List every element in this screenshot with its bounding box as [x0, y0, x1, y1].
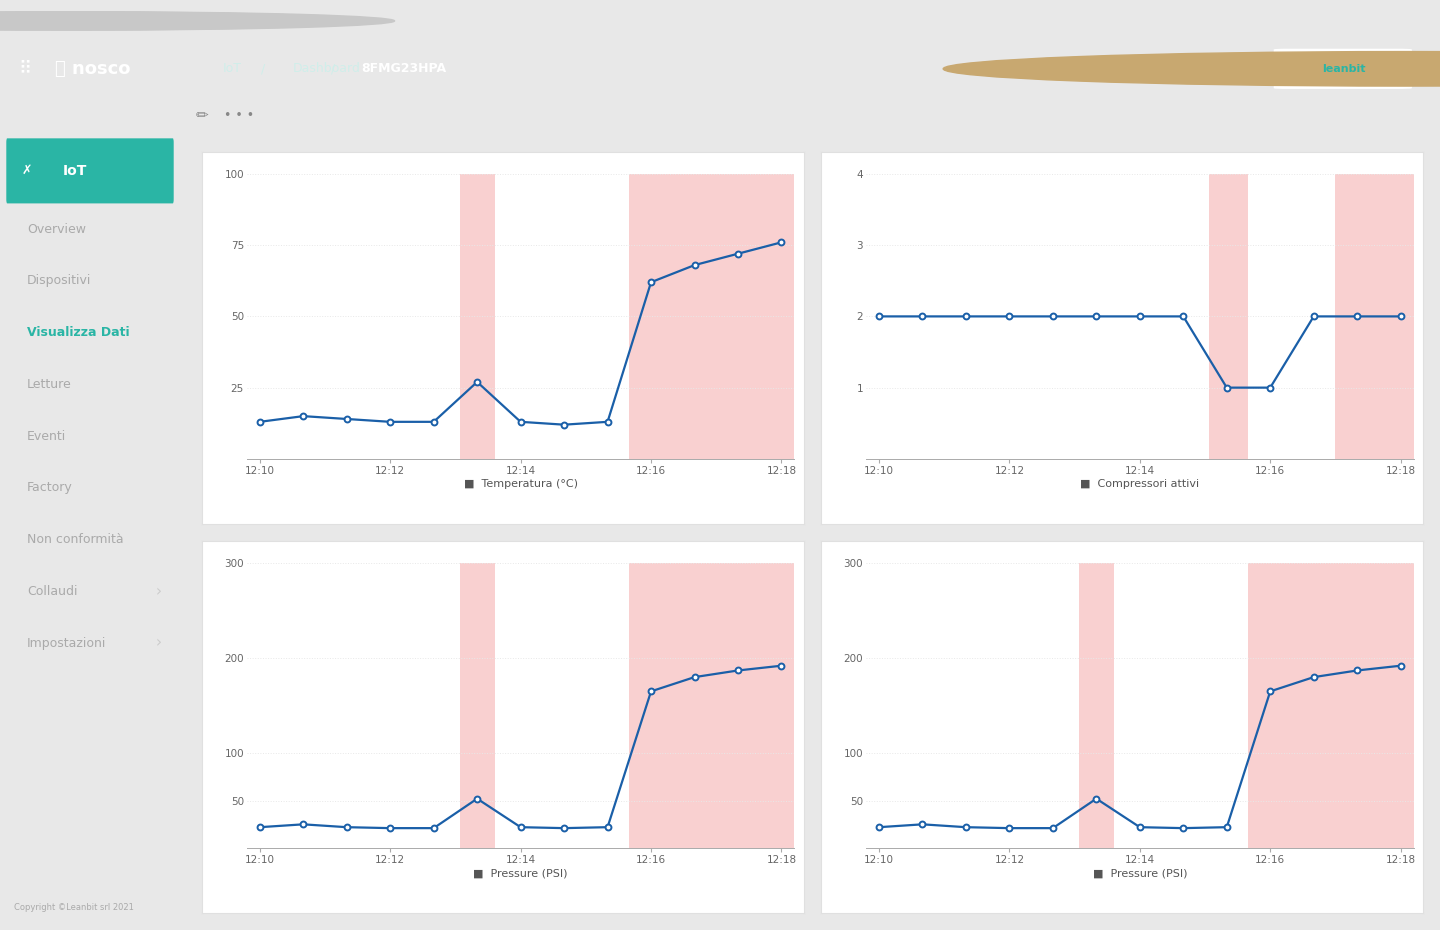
Text: Factory: Factory — [27, 482, 73, 495]
Point — [726, 246, 749, 261]
Text: ⠿: ⠿ — [19, 60, 32, 78]
Point — [770, 658, 793, 673]
Point — [726, 663, 749, 678]
Point — [1041, 820, 1064, 835]
Bar — [459, 564, 494, 848]
Point — [1129, 819, 1152, 834]
Point — [248, 819, 271, 834]
Point — [867, 819, 890, 834]
FancyBboxPatch shape — [1274, 49, 1411, 88]
Point — [1215, 380, 1238, 395]
Point — [1041, 309, 1064, 324]
Bar — [1335, 174, 1427, 458]
Point — [683, 670, 706, 684]
Text: ✗: ✗ — [22, 165, 32, 178]
Point — [1215, 819, 1238, 834]
Point — [336, 412, 359, 427]
Text: ■  Compressori attivi: ■ Compressori attivi — [1080, 479, 1200, 489]
Point — [379, 820, 402, 835]
Text: ⬚: ⬚ — [1257, 61, 1272, 76]
Point — [1172, 309, 1195, 324]
Text: ■  Temperatura (°C): ■ Temperatura (°C) — [464, 479, 577, 489]
Text: IoT: IoT — [223, 62, 242, 75]
Point — [1390, 309, 1413, 324]
Text: ⟳: ⟳ — [1224, 60, 1238, 78]
Point — [1259, 380, 1282, 395]
Text: ■  Pressure (PSI): ■ Pressure (PSI) — [1093, 869, 1187, 879]
Text: leanbit: leanbit — [1322, 64, 1365, 73]
Text: Copyright ©Leanbit srl 2021: Copyright ©Leanbit srl 2021 — [14, 903, 134, 911]
Circle shape — [0, 12, 395, 30]
Point — [912, 817, 935, 831]
Point — [336, 819, 359, 834]
Point — [596, 415, 619, 430]
Point — [867, 309, 890, 324]
Point — [955, 819, 978, 834]
Point — [912, 309, 935, 324]
Point — [292, 817, 315, 831]
Text: • • •: • • • — [225, 109, 255, 122]
FancyBboxPatch shape — [6, 139, 174, 204]
Bar — [1079, 564, 1113, 848]
Text: Collaudi: Collaudi — [27, 585, 78, 598]
Text: Dashboard: Dashboard — [292, 62, 360, 75]
Text: IoT: IoT — [63, 164, 88, 178]
Point — [379, 415, 402, 430]
Point — [1259, 684, 1282, 698]
Point — [248, 415, 271, 430]
Point — [639, 274, 662, 289]
Circle shape — [0, 12, 369, 30]
Point — [596, 819, 619, 834]
Point — [998, 820, 1021, 835]
Text: 8FMG23HPA: 8FMG23HPA — [361, 62, 446, 75]
Bar — [629, 564, 808, 848]
Point — [1345, 309, 1368, 324]
Text: Impostazioni: Impostazioni — [27, 636, 107, 649]
Bar — [459, 174, 494, 458]
Point — [1390, 658, 1413, 673]
Point — [1172, 820, 1195, 835]
Point — [770, 235, 793, 250]
Text: Eventi: Eventi — [27, 430, 66, 443]
Point — [292, 408, 315, 423]
Point — [1084, 309, 1107, 324]
Point — [510, 819, 533, 834]
Text: /: / — [331, 62, 336, 75]
Point — [510, 415, 533, 430]
Point — [1302, 670, 1325, 684]
Point — [955, 309, 978, 324]
Point — [1129, 309, 1152, 324]
Text: ■  Pressure (PSI): ■ Pressure (PSI) — [474, 869, 567, 879]
Text: ⦿ nosco: ⦿ nosco — [55, 60, 130, 78]
Text: Dispositivi: Dispositivi — [27, 274, 91, 287]
Point — [1345, 663, 1368, 678]
Point — [639, 684, 662, 698]
Text: ›: › — [156, 635, 161, 650]
Point — [1084, 791, 1107, 806]
Circle shape — [0, 12, 343, 30]
Point — [683, 258, 706, 272]
Bar — [1210, 174, 1248, 458]
Text: Non conformità: Non conformità — [27, 533, 124, 546]
Circle shape — [943, 51, 1440, 86]
Bar — [629, 174, 808, 458]
Point — [422, 820, 445, 835]
Point — [1302, 309, 1325, 324]
Text: Overview: Overview — [27, 223, 86, 236]
Point — [553, 418, 576, 432]
Point — [998, 309, 1021, 324]
Text: ›: › — [156, 584, 161, 599]
Point — [465, 375, 488, 390]
Text: Letture: Letture — [27, 378, 72, 391]
Point — [422, 415, 445, 430]
Text: Visualizza Dati: Visualizza Dati — [27, 326, 130, 339]
Text: ✏: ✏ — [196, 108, 207, 123]
Point — [553, 820, 576, 835]
Point — [465, 791, 488, 806]
Text: /: / — [261, 62, 265, 75]
Bar — [1248, 564, 1427, 848]
